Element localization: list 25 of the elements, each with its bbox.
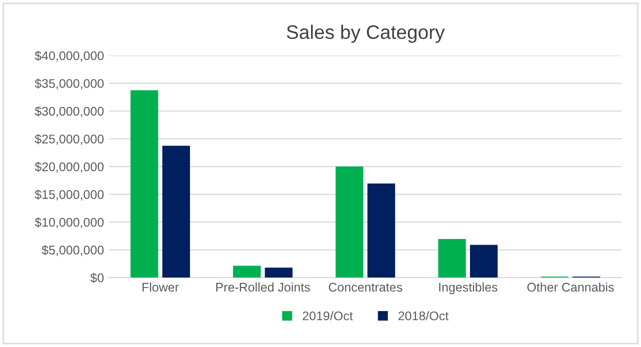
bar [367, 183, 396, 278]
y-tick-label: $15,000,000 [34, 190, 104, 200]
bar [264, 268, 293, 278]
bar [438, 238, 466, 278]
y-tick-label: $0 [90, 272, 104, 283]
y-tick-label: $25,000,000 [34, 134, 104, 145]
y-tick-label: $20,000,000 [34, 162, 104, 173]
bar [470, 244, 498, 278]
bar [336, 166, 364, 278]
y-tick-label: $35,000,000 [34, 78, 104, 90]
chart-title: Sales by Category [286, 24, 445, 43]
bar [130, 90, 158, 278]
legend-label: 2018/Oct [398, 311, 449, 320]
bar [162, 146, 190, 278]
y-tick-label: $30,000,000 [34, 106, 104, 118]
x-tick-label: Pre-Rolled Joints [216, 282, 310, 292]
x-tick-label: Flower [142, 282, 179, 292]
x-tick-label: Other Cannabis [527, 282, 614, 292]
y-tick-label: $10,000,000 [34, 217, 104, 228]
y-tick-label: $40,000,000 [34, 50, 104, 62]
x-tick-label: Ingestibles [439, 282, 498, 294]
x-tick-label: Concentrates [328, 282, 402, 292]
legend-label: 2019/Oct [302, 311, 353, 320]
bar [233, 266, 261, 278]
y-tick-label: $5,000,000 [42, 245, 104, 256]
